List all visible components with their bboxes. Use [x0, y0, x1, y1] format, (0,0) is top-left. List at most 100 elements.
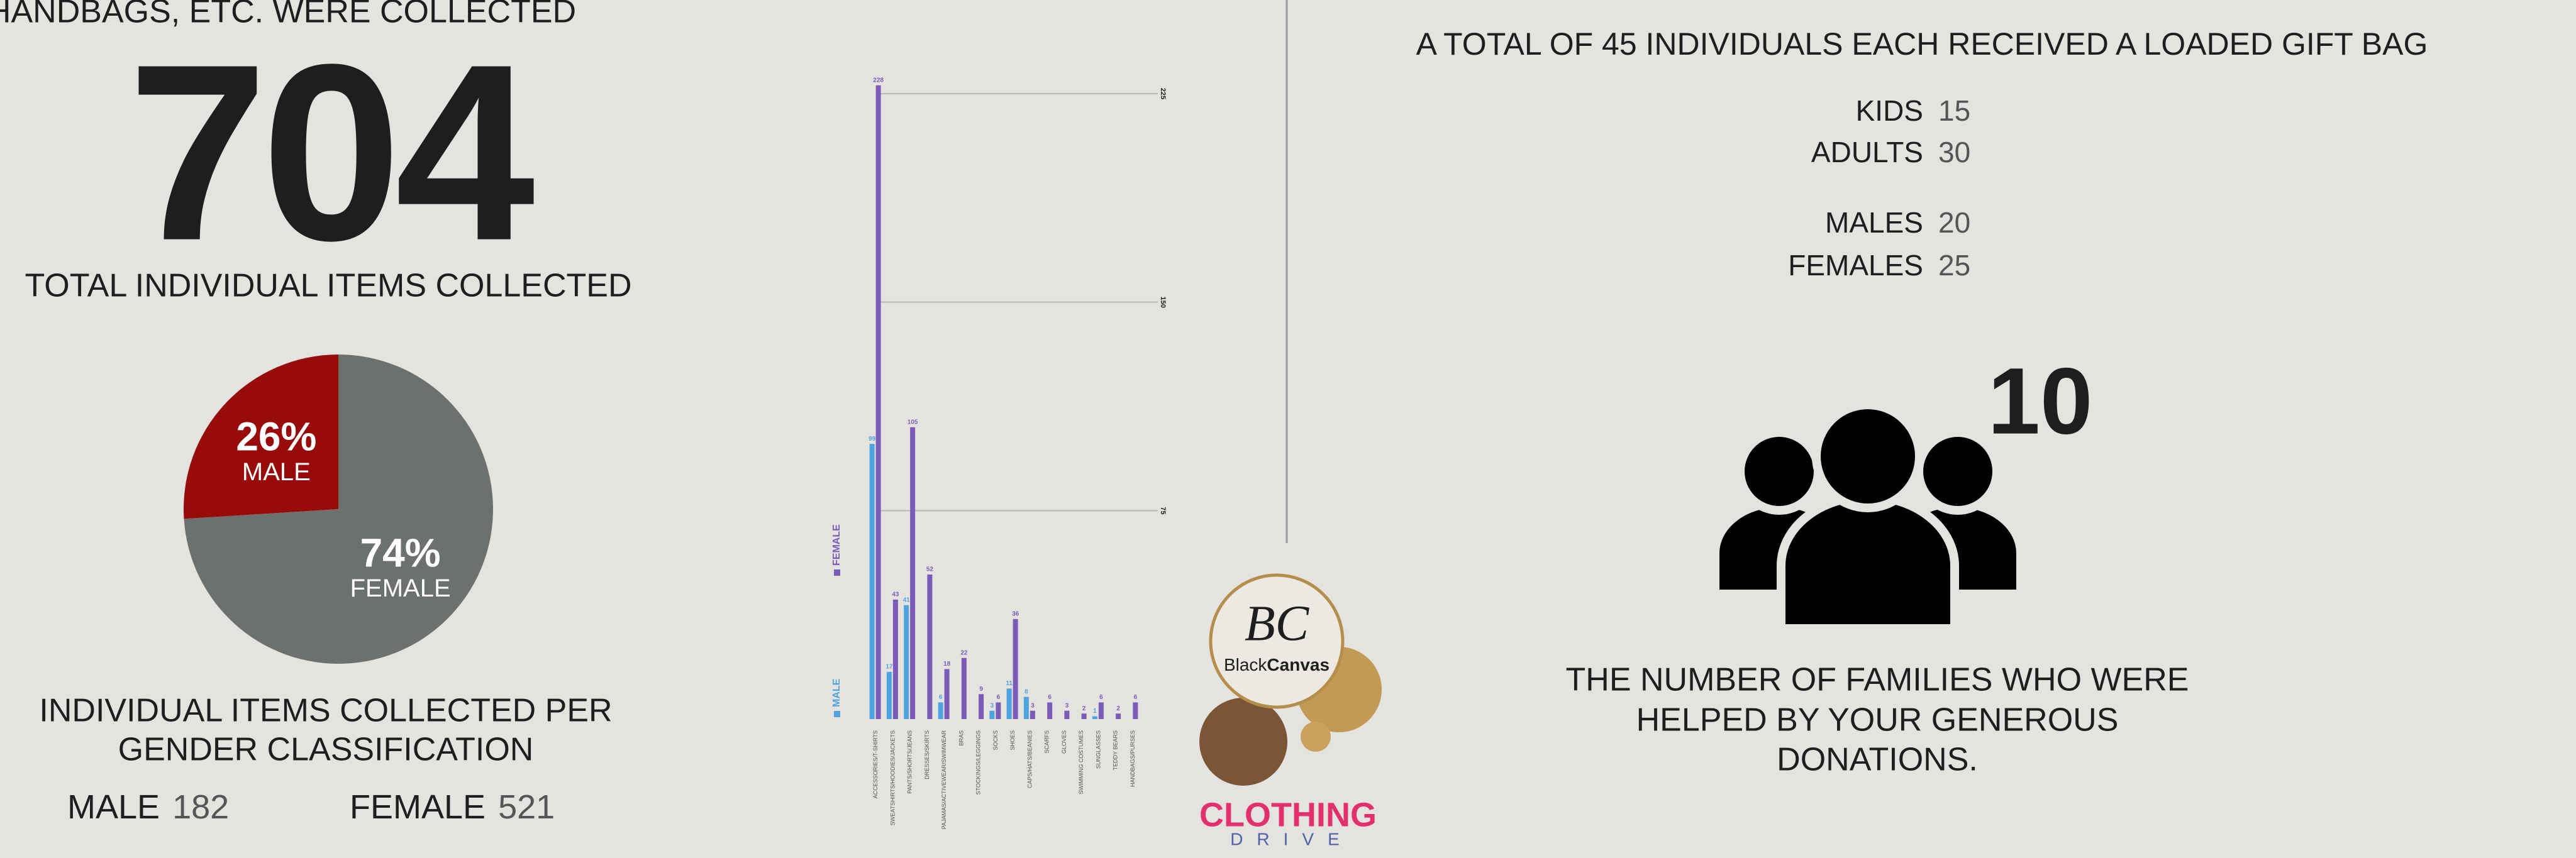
gift-label: MALES — [1825, 206, 1923, 239]
pie-title: INDIVIDUAL ITEMS COLLECTED PER — [39, 693, 612, 729]
legend-swatch — [834, 569, 840, 576]
legend-label: FEMALE — [831, 524, 842, 566]
x-tick-label: SHOES — [1009, 730, 1016, 751]
bar-value-label: 3 — [991, 702, 994, 709]
bar-value-label: 3 — [1031, 702, 1035, 709]
x-tick-label: SOCKS — [992, 730, 999, 751]
gift-value: 30 — [1938, 136, 1970, 168]
bar — [927, 575, 933, 719]
gift-value: 25 — [1938, 249, 1970, 282]
gender-label: MALE — [67, 788, 160, 826]
gender-total: MALE 182 — [67, 788, 229, 826]
x-tick-label: PAJAMAS/ACTIVEWEAR/SWIMWEAR — [941, 730, 947, 830]
y-tick-label: 225 — [1159, 88, 1167, 99]
y-tick-label: 75 — [1159, 507, 1167, 514]
bar-value-label: 41 — [903, 597, 911, 603]
caption: HANDBAGS, ETC. WERE COLLECTED — [0, 0, 576, 30]
gender-value: 182 — [172, 788, 229, 826]
bar — [1006, 688, 1012, 719]
family-count: 10 — [1988, 348, 2093, 454]
bar — [989, 710, 995, 719]
bar — [904, 605, 909, 719]
gender-label: FEMALE — [350, 788, 486, 826]
logo-subtitle: DRIVE — [1230, 829, 1353, 849]
bar — [996, 702, 1001, 719]
y-tick-label: 150 — [1159, 296, 1167, 307]
bar-value-label: 6 — [939, 694, 943, 701]
pie-slice — [183, 355, 338, 519]
bar — [1013, 619, 1018, 719]
gift-value: 15 — [1938, 94, 1970, 127]
logo-title: CLOTHING — [1199, 796, 1377, 833]
x-tick-label: HANDBAGS/PURSES — [1130, 730, 1136, 787]
bar-value-label: 6 — [1099, 694, 1103, 701]
bar — [1081, 713, 1087, 719]
pie-category-label: MALE — [242, 458, 311, 486]
x-tick-label: SWIMMING COSTUMES — [1078, 730, 1084, 795]
x-tick-label: CAPS/HATS/BEANIES — [1026, 730, 1033, 788]
family-caption: HELPED BY YOUR GENEROUS — [1636, 702, 2119, 739]
bar — [1133, 702, 1138, 719]
people-icon — [1711, 400, 2025, 633]
pie-slice — [184, 355, 493, 664]
bar-value-label: 1 — [1093, 708, 1097, 715]
bar-value-label: 99 — [869, 436, 876, 443]
x-tick-label: SCARFS — [1044, 730, 1050, 754]
icon-head — [1914, 428, 2001, 515]
logo-monogram: BC — [1245, 596, 1310, 651]
bar-value-label: 6 — [1048, 694, 1052, 701]
bar-value-label: 36 — [1012, 610, 1019, 617]
bar-value-label: 22 — [960, 649, 968, 656]
bar-value-label: 43 — [892, 591, 899, 598]
bar — [1047, 702, 1053, 719]
gift-label: KIDS — [1856, 94, 1923, 127]
bar-value-label: 8 — [1024, 688, 1028, 695]
logo-circle — [1199, 698, 1287, 786]
pie-value-label: 74% — [360, 531, 441, 576]
bar — [1116, 713, 1121, 719]
x-tick-label: SWEATSHIRTS/HOODIES/JACKETS — [889, 730, 896, 825]
x-tick-label: TEDDY BEARS — [1113, 730, 1119, 770]
pie-title: GENDER CLASSIFICATION — [118, 732, 534, 768]
family-caption: DONATIONS. — [1777, 742, 1978, 778]
family-caption: THE NUMBER OF FAMILIES WHO WERE — [1566, 662, 2189, 698]
bar — [1030, 710, 1035, 719]
bar-value-label: 9 — [979, 686, 983, 693]
gender-value: 521 — [498, 788, 555, 826]
logo-ring — [1209, 573, 1345, 709]
gift-label: FEMALES — [1788, 249, 1923, 282]
x-tick-label: GLOVES — [1061, 730, 1067, 754]
bar — [938, 702, 943, 719]
bar — [979, 694, 984, 719]
bar — [892, 599, 898, 719]
pie-category-label: FEMALE — [350, 575, 451, 602]
gender-total: FEMALE 521 — [350, 788, 555, 826]
icon-body — [1777, 492, 1959, 633]
bar — [1092, 716, 1097, 719]
bar — [944, 669, 950, 719]
x-tick-label: SUNGLASSES — [1095, 730, 1101, 769]
total-number: 704 — [128, 12, 536, 293]
bar-value-label: 3 — [1065, 702, 1069, 709]
bar — [1098, 702, 1104, 719]
bar-value-label: 2 — [1082, 705, 1086, 712]
icon-head — [1812, 400, 1924, 512]
bar-value-label: 6 — [997, 694, 1001, 701]
gift-title: A TOTAL OF 45 INDIVIDUALS EACH RECEIVED … — [1416, 26, 2428, 62]
x-tick-label: BRAS — [958, 730, 964, 746]
bar — [1064, 710, 1070, 719]
legend-swatch — [834, 711, 840, 717]
bar — [886, 671, 892, 719]
bar-value-label: 2 — [1116, 705, 1120, 712]
bar — [1023, 696, 1029, 719]
bar-value-label: 17 — [886, 663, 893, 670]
bar — [869, 444, 875, 719]
bar — [961, 657, 967, 719]
gift-label: ADULTS — [1811, 136, 1923, 168]
bar-value-label: 6 — [1134, 694, 1138, 701]
gift-rows: KIDS 15 ADULTS 30 MALES 20 FEMALES 25 — [1788, 94, 1970, 282]
x-tick-label: DRESSES/SKIRTS — [924, 730, 930, 779]
total-label: TOTAL INDIVIDUAL ITEMS COLLECTED — [25, 268, 631, 304]
gift-value: 20 — [1938, 206, 1970, 239]
